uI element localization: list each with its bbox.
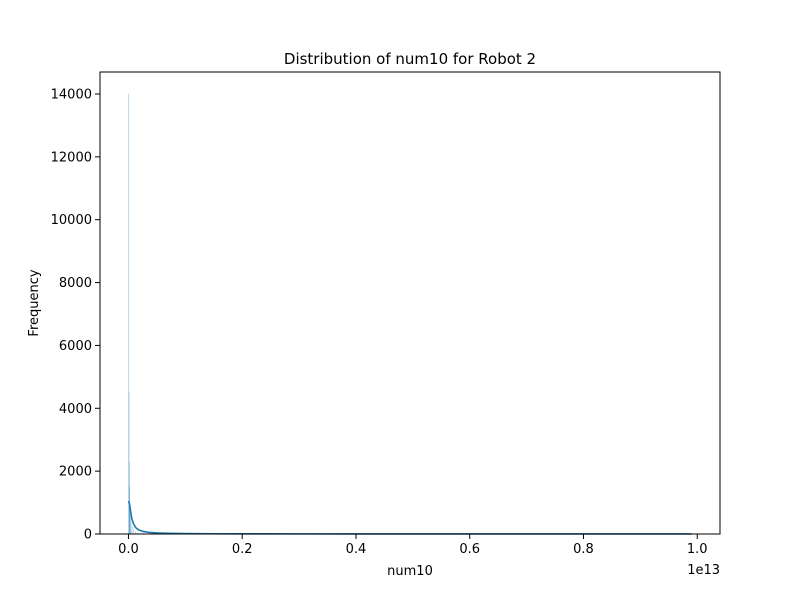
x-tick-label: 0.6 <box>459 542 480 557</box>
histogram-bar-2 <box>129 461 130 534</box>
y-tick-label: 2000 <box>59 465 92 480</box>
y-tick-label: 6000 <box>59 339 92 354</box>
y-tick-label: 12000 <box>51 150 92 165</box>
x-tick-label: 0.4 <box>346 542 367 557</box>
plot-frame <box>99 71 721 535</box>
x-tick-label: 0.8 <box>573 542 594 557</box>
histogram-bar-1 <box>128 392 130 534</box>
x-axis-label: num10 <box>387 564 433 579</box>
histogram-bar-4 <box>129 502 131 534</box>
x-axis-offset-label: 1e13 <box>687 563 720 578</box>
y-axis-label: Frequency <box>27 269 42 336</box>
y-tick-label: 8000 <box>59 276 92 291</box>
histogram-bar-3 <box>129 486 130 534</box>
y-tick-label: 0 <box>84 528 92 543</box>
x-axis-ticks: 0.0 0.2 0.4 0.6 0.8 1.0 <box>118 534 708 557</box>
y-tick-label: 14000 <box>51 88 92 103</box>
y-axis-ticks: 0 2000 4000 6000 8000 10000 12000 14000 <box>51 88 100 543</box>
histogram-bar-0 <box>128 94 130 534</box>
histogram-bar-11 <box>142 532 144 534</box>
histogram-bar-6 <box>130 521 132 534</box>
histogram-bars <box>128 94 164 534</box>
x-tick-label: 0.0 <box>118 542 139 557</box>
y-tick-label: 10000 <box>51 213 92 228</box>
histogram-bar-8 <box>132 529 134 534</box>
x-tick-label: 1.0 <box>687 542 708 557</box>
x-tick-label: 0.2 <box>232 542 253 557</box>
kde-curve <box>127 500 692 535</box>
y-tick-label: 4000 <box>59 402 92 417</box>
histogram-bar-7 <box>131 526 133 534</box>
chart-title: Distribution of num10 for Robot 2 <box>284 50 536 68</box>
histogram-bar-9 <box>135 531 136 534</box>
histogram-bar-10 <box>137 532 139 534</box>
histogram-bar-5 <box>130 515 131 534</box>
